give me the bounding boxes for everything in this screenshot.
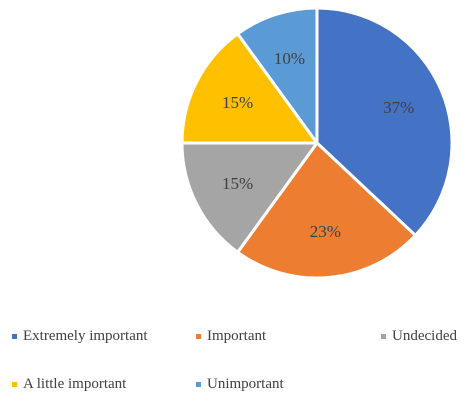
legend-item-undecided: Undecided [381, 327, 457, 345]
pie-slice-undecided [180, 141, 319, 254]
legend-swatch [12, 381, 17, 387]
pie-slice-unimportant [236, 6, 319, 145]
pie-data-labels: 37% 23% 15% 15% 10% [222, 49, 414, 241]
legend-label: Important [207, 328, 267, 344]
legend-item-a-little-important: A little important [12, 375, 126, 393]
pie-slice-extremely-important [315, 6, 454, 237]
legend-item-important: Important [196, 327, 266, 345]
legend-label: Extremely important [23, 328, 148, 344]
data-label-undecided: 15% [222, 174, 253, 193]
pie-slice-a-little-important [180, 32, 319, 145]
legend-item-unimportant: Unimportant [196, 375, 284, 393]
legend-item-extremely-important: Extremely important [12, 327, 148, 345]
data-label-a-little-important: 15% [222, 93, 253, 112]
legend-label: Undecided [392, 328, 457, 344]
legend-label: A little important [23, 376, 127, 392]
legend-swatch [12, 333, 17, 339]
legend-swatch [196, 381, 201, 387]
pie-slices [180, 6, 454, 280]
legend-swatch [381, 333, 386, 339]
data-label-unimportant: 10% [274, 49, 305, 68]
data-label-extremely-important: 37% [383, 98, 414, 117]
data-label-important: 23% [310, 222, 341, 241]
legend-swatch [196, 333, 201, 339]
legend-label: Unimportant [207, 376, 284, 392]
pie-slice-important [236, 141, 417, 280]
